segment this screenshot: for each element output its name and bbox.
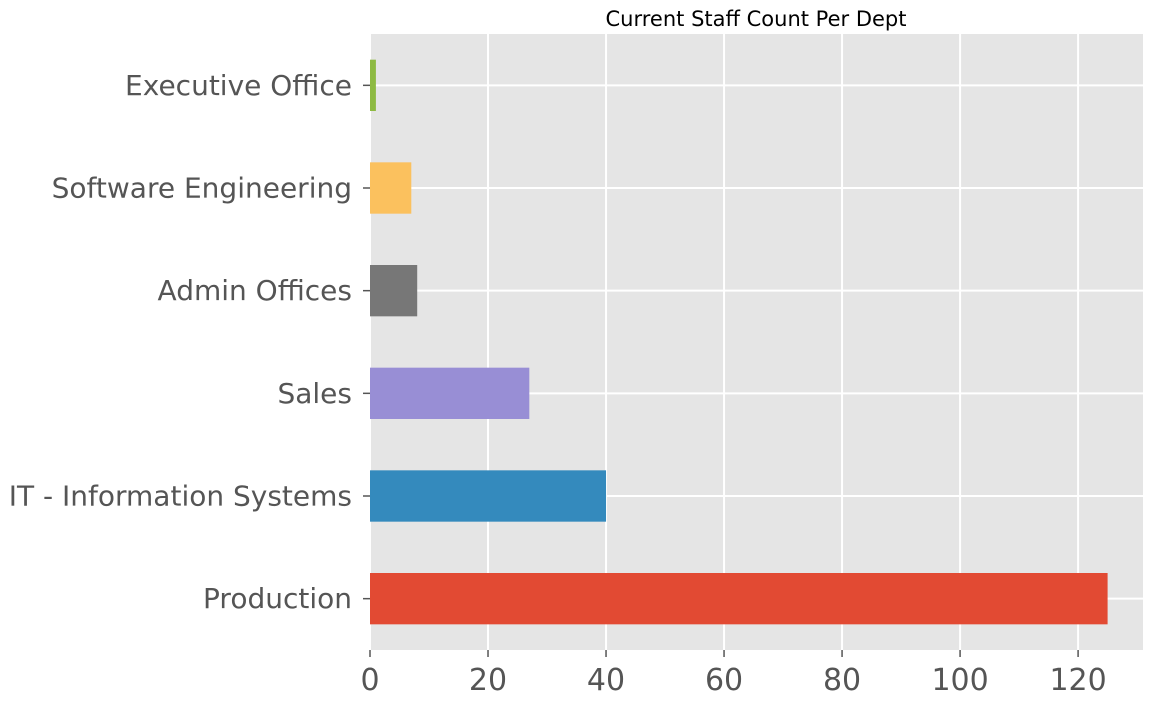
bar <box>370 573 1108 625</box>
x-tick-label: 40 <box>587 663 625 698</box>
x-axis-ticks: 0 20 40 60 80 100 120 <box>360 650 1107 698</box>
y-tick-label: Software Engineering <box>52 172 352 205</box>
plot-background <box>370 34 1143 650</box>
y-tick-label: IT - Information Systems <box>9 480 352 513</box>
y-tick-label: Executive Office <box>125 69 352 102</box>
bar <box>370 265 418 317</box>
chart-title: Current Staff Count Per Dept <box>606 7 907 31</box>
x-tick-label: 60 <box>705 663 743 698</box>
x-tick-label: 0 <box>360 663 379 698</box>
grid-lines <box>369 34 1143 650</box>
bar <box>370 470 607 522</box>
x-tick-label: 120 <box>1049 663 1106 698</box>
x-tick-label: 80 <box>823 663 861 698</box>
y-tick-label: Production <box>203 582 352 615</box>
y-tick-label: Admin Offices <box>158 274 352 307</box>
bars <box>370 59 1108 625</box>
bar <box>370 59 376 111</box>
y-axis-ticks: Production IT - Information Systems Sales A… <box>9 69 370 615</box>
y-tick-label: Sales <box>277 377 352 410</box>
bar <box>370 162 412 214</box>
bar <box>370 367 530 419</box>
x-tick-label: 20 <box>469 663 507 698</box>
x-tick-label: 100 <box>931 663 988 698</box>
